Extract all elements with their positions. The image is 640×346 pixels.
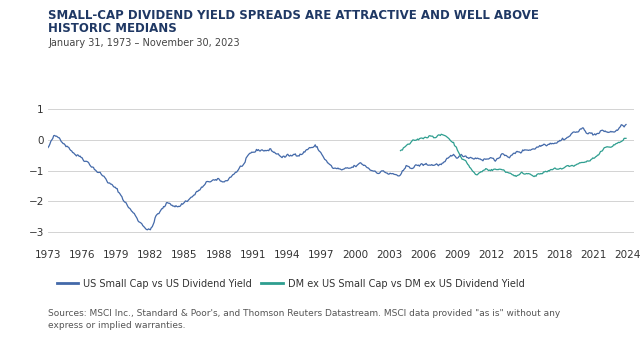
Text: HISTORIC MEDIANS: HISTORIC MEDIANS: [48, 22, 177, 36]
Text: January 31, 1973 – November 30, 2023: January 31, 1973 – November 30, 2023: [48, 38, 239, 48]
Legend: US Small Cap vs US Dividend Yield, DM ex US Small Cap vs DM ex US Dividend Yield: US Small Cap vs US Dividend Yield, DM ex…: [53, 275, 529, 293]
Text: Sources: MSCI Inc., Standard & Poor's, and Thomson Reuters Datastream. MSCI data: Sources: MSCI Inc., Standard & Poor's, a…: [48, 309, 560, 330]
Text: SMALL-CAP DIVIDEND YIELD SPREADS ARE ATTRACTIVE AND WELL ABOVE: SMALL-CAP DIVIDEND YIELD SPREADS ARE ATT…: [48, 9, 539, 22]
